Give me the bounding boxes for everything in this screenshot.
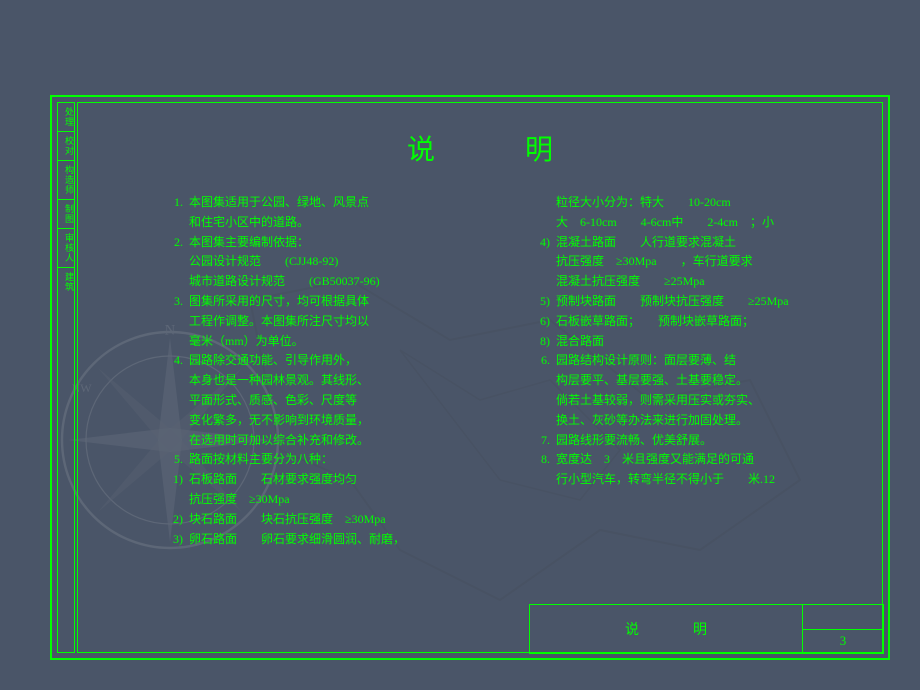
list-item: 2)块石路面 块石抗压强度 ≥30Mpa — [163, 510, 495, 530]
list-item: 4)混凝土路面 人行道要求混凝土抗压强度 ≥30Mpa ，车行道要求混凝土抗压强… — [530, 233, 862, 292]
side-filler — [57, 296, 75, 653]
item-number: 5) — [530, 292, 556, 312]
item-text: 混合路面 — [556, 332, 862, 352]
item-text: 预制块路面 预制块抗压强度 ≥25Mpa — [556, 292, 862, 312]
item-text: 路面按材料主要分为八种： — [189, 450, 495, 470]
side-tab: 制图 — [57, 199, 75, 228]
right-column: 粒径大小分为：特大 10-20cm大 6-10cm 4-6cm中 2-4cm ；… — [520, 193, 862, 592]
item-number: 6) — [530, 312, 556, 332]
item-number: 3) — [163, 530, 189, 550]
item-text: 石板路面 石材要求强度均匀抗压强度 ≥30Mpa — [189, 470, 495, 510]
item-number: 5. — [163, 450, 189, 470]
list-item: 5.路面按材料主要分为八种： — [163, 450, 495, 470]
item-number: 2) — [163, 510, 189, 530]
item-text: 本图集适用于公园、绿地、风景点和住宅小区中的道路。 — [189, 193, 495, 233]
item-number — [530, 193, 556, 233]
list-item: 7.园路线形要流畅、优美舒展。 — [530, 431, 862, 451]
list-item: 1.本图集适用于公园、绿地、风景点和住宅小区中的道路。 — [163, 193, 495, 233]
list-item: 6)石板嵌草路面； 预制块嵌草路面； — [530, 312, 862, 332]
page-title: 说明 — [78, 128, 882, 168]
title-block-pagewrap: 3 — [803, 605, 883, 653]
side-tab: 构造师 — [57, 160, 75, 199]
item-text: 块石路面 块石抗压强度 ≥30Mpa — [189, 510, 495, 530]
list-item: 3)卵石路面 卵石要求细滑圆润、耐磨， — [163, 530, 495, 550]
list-item: 1)石板路面 石材要求强度均匀抗压强度 ≥30Mpa — [163, 470, 495, 510]
item-number: 8. — [530, 450, 556, 490]
side-tab: 建筑 — [57, 267, 75, 296]
item-text: 石板嵌草路面； 预制块嵌草路面； — [556, 312, 862, 332]
item-number: 7. — [530, 431, 556, 451]
item-number: 1. — [163, 193, 189, 233]
item-text: 园路线形要流畅、优美舒展。 — [556, 431, 862, 451]
list-item: 4.园路除交通功能、引导作用外，本身也是一种园林景观。其线形、平面形式、质感、色… — [163, 351, 495, 450]
item-text: 园路结构设计原则：面层要薄、结构层要平、基层要强、土基要稳定。倘若土基较弱，则需… — [556, 351, 862, 430]
side-tab: 校对 — [57, 131, 75, 160]
item-number: 4. — [163, 351, 189, 450]
item-text: 园路除交通功能、引导作用外，本身也是一种园林景观。其线形、平面形式、质感、色彩、… — [189, 351, 495, 450]
list-item: 2.本图集主要编制依据：公园设计规范 (CJJ48-92)城市道路设计规范 (G… — [163, 233, 495, 292]
item-text: 卵石路面 卵石要求细滑圆润、耐磨， — [189, 530, 495, 550]
title-block-page: 3 — [803, 630, 883, 654]
title-block: 说 明 3 — [529, 604, 884, 654]
title-block-name: 说 明 — [530, 605, 803, 653]
item-text: 图集所采用的尺寸，均可根据具体工程作调整。本图集所注尺寸均以毫米（mm）为单位。 — [189, 292, 495, 351]
inner-frame: 说明 1.本图集适用于公园、绿地、风景点和住宅小区中的道路。2.本图集主要编制依… — [77, 102, 883, 653]
item-text: 混凝土路面 人行道要求混凝土抗压强度 ≥30Mpa ，车行道要求混凝土抗压强度 … — [556, 233, 862, 292]
list-item: 5)预制块路面 预制块抗压强度 ≥25Mpa — [530, 292, 862, 312]
side-tabs: 处理 校对 构造师 制图 审核人 建筑 — [57, 102, 75, 653]
list-item: 6.园路结构设计原则：面层要薄、结构层要平、基层要强、土基要稳定。倘若土基较弱，… — [530, 351, 862, 430]
item-text: 本图集主要编制依据：公园设计规范 (CJJ48-92)城市道路设计规范 (GB5… — [189, 233, 495, 292]
item-number: 6. — [530, 351, 556, 430]
list-item: 粒径大小分为：特大 10-20cm大 6-10cm 4-6cm中 2-4cm ；… — [530, 193, 862, 233]
list-item: 8.宽度达 3 米且强度又能满足的可通行小型汽车，转弯半径不得小于 米.12 — [530, 450, 862, 490]
item-number: 8) — [530, 332, 556, 352]
item-number: 2. — [163, 233, 189, 292]
item-text: 宽度达 3 米且强度又能满足的可通行小型汽车，转弯半径不得小于 米.12 — [556, 450, 862, 490]
item-text: 粒径大小分为：特大 10-20cm大 6-10cm 4-6cm中 2-4cm ；… — [556, 193, 862, 233]
side-tab: 处理 — [57, 102, 75, 131]
left-column: 1.本图集适用于公园、绿地、风景点和住宅小区中的道路。2.本图集主要编制依据：公… — [163, 193, 520, 592]
drawing-frame: 处理 校对 构造师 制图 审核人 建筑 说明 1.本图集适用于公园、绿地、风景点… — [50, 95, 890, 660]
side-tab: 审核人 — [57, 228, 75, 267]
title-block-empty — [803, 605, 883, 630]
item-number: 3. — [163, 292, 189, 351]
content-area: 1.本图集适用于公园、绿地、风景点和住宅小区中的道路。2.本图集主要编制依据：公… — [163, 193, 862, 592]
list-item: 8)混合路面 — [530, 332, 862, 352]
list-item: 3.图集所采用的尺寸，均可根据具体工程作调整。本图集所注尺寸均以毫米（mm）为单… — [163, 292, 495, 351]
item-number: 4) — [530, 233, 556, 292]
item-number: 1) — [163, 470, 189, 510]
